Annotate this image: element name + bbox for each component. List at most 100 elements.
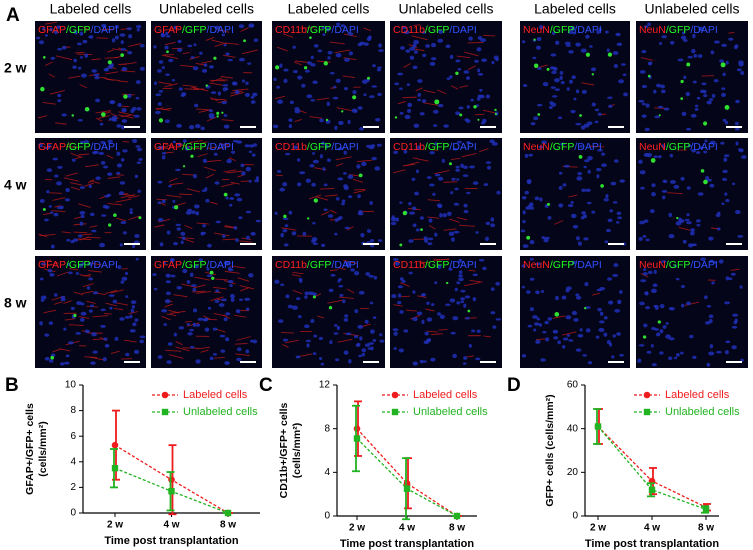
red-fiber [191,147,203,150]
nucleus [201,68,208,73]
nucleus [723,157,728,162]
nucleus [639,70,646,74]
nucleus [177,40,182,44]
nucleus [38,40,45,45]
red-fiber [158,81,173,86]
nucleus [643,323,648,328]
nucleus [395,217,399,222]
nucleus [91,69,98,73]
micrograph: CD11b/GFP/DAPI [390,138,502,250]
y-tick-label: 4 [324,467,330,478]
nucleus [343,318,349,322]
nucleus [456,140,463,144]
nucleus [449,75,453,79]
nucleus [114,25,119,29]
channel-name: /DAPI [690,24,717,36]
nucleus [165,291,171,296]
nucleus [227,279,234,284]
red-fiber [56,271,69,277]
nucleus [571,260,576,265]
nucleus [673,356,678,360]
nucleus [287,304,293,309]
legend-label: Labeled cells [665,389,730,401]
nucleus [587,201,592,205]
nucleus [136,28,140,32]
red-fiber [319,187,335,190]
nucleus [432,192,436,196]
nucleus [475,231,479,234]
red-fiber [90,356,105,361]
nucleus [119,243,123,247]
red-fiber [316,60,331,63]
nucleus [673,264,677,268]
nucleus [280,283,285,287]
red-fiber [329,209,337,214]
gfp-cell [275,65,280,70]
nucleus [157,69,162,73]
nucleus [371,85,378,88]
red-fiber [173,294,188,298]
nucleus [668,233,675,239]
red-fiber [75,156,83,160]
red-fiber [49,192,62,194]
legend-label: Unlabeled cells [413,406,488,418]
gfp-cell [647,74,651,78]
nucleus [716,227,721,231]
nucleus [644,127,650,132]
red-fiber [172,47,183,50]
nucleus [607,277,612,281]
nucleus [277,99,284,104]
legend-marker [161,408,169,416]
nucleus [617,301,621,305]
nucleus [427,242,433,246]
red-fiber [182,84,195,87]
nucleus [134,174,139,179]
channel-name: NeuN [639,259,666,271]
channel-label: NeuN/GFP/DAPI [523,141,602,153]
nucleus [232,139,239,143]
gfp-cell [113,213,117,217]
nucleus [661,89,666,94]
nucleus [665,334,671,339]
nucleus [562,183,567,187]
gfp-cell [221,111,224,114]
nucleus [437,176,444,181]
nucleus [454,187,459,191]
nucleus [343,150,347,155]
nucleus [639,220,645,225]
red-fiber [433,258,450,262]
nucleus [355,343,361,347]
red-fiber [81,233,93,236]
nucleus [329,340,333,345]
nucleus [56,25,62,29]
nucleus [288,124,293,129]
nucleus [658,42,663,45]
nucleus [577,334,584,338]
nucleus [673,184,680,189]
data-point [453,512,461,520]
gfp-cell [459,113,463,117]
nucleus [722,169,728,174]
nucleus [554,88,560,91]
nucleus [598,327,605,333]
red-fiber [113,307,124,311]
nucleus [716,350,722,354]
red-fiber [436,89,446,95]
nucleus [572,224,579,229]
nucleus [422,53,427,58]
nucleus [709,259,714,263]
red-fiber [431,333,443,335]
channel-name: /DAPI [91,259,118,271]
nucleus [357,194,361,199]
nucleus [92,350,98,354]
nucleus [557,116,563,120]
nucleus [68,341,74,345]
nucleus [569,79,573,84]
nucleus [425,44,430,48]
nucleus [193,308,198,313]
gfp-cell [394,116,398,119]
nucleus [399,310,404,314]
nucleus [721,87,726,91]
nucleus [575,295,582,300]
red-fiber [728,32,735,34]
